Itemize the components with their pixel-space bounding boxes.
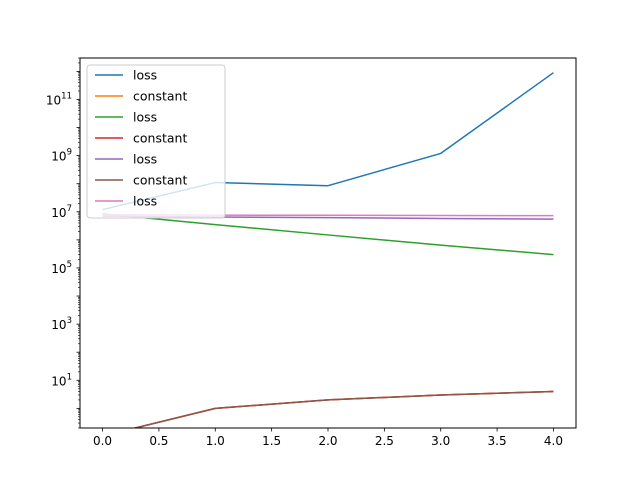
x-tick-label: 4.0 (544, 434, 563, 448)
y-tick-label: 103 (51, 316, 72, 332)
legend-label: constant (133, 131, 187, 146)
x-tick-label: 1.5 (262, 434, 281, 448)
y-tick-label: 109 (51, 148, 72, 164)
legend-label: loss (133, 194, 157, 209)
legend-label: loss (133, 110, 157, 125)
x-tick-label: 1.0 (206, 434, 225, 448)
x-tick-label: 0.0 (93, 434, 112, 448)
y-tick-label: 101 (51, 372, 72, 388)
x-tick-label: 2.5 (375, 434, 394, 448)
x-tick-label: 3.5 (488, 434, 507, 448)
legend-label: loss (133, 152, 157, 167)
legend-label: constant (133, 89, 187, 104)
y-tick-label: 105 (51, 260, 72, 276)
y-tick-label: 107 (51, 204, 72, 220)
x-tick-label: 2.0 (318, 434, 337, 448)
x-tick-label: 0.5 (149, 434, 168, 448)
legend-label: loss (133, 68, 157, 83)
legend: loss constant loss constant loss constant loss (86, 64, 226, 219)
series-line-2 (102, 213, 554, 256)
y-axis: 101 103 105 107 109 1011 (46, 57, 80, 429)
series-line-5 (132, 390, 554, 428)
y-tick-label: 1011 (46, 91, 72, 107)
legend-label: constant (133, 173, 187, 188)
x-axis: 0.0 0.5 1.0 1.5 2.0 2.5 3.0 3.5 4.0 (93, 428, 563, 448)
x-tick-label: 3.0 (431, 434, 450, 448)
